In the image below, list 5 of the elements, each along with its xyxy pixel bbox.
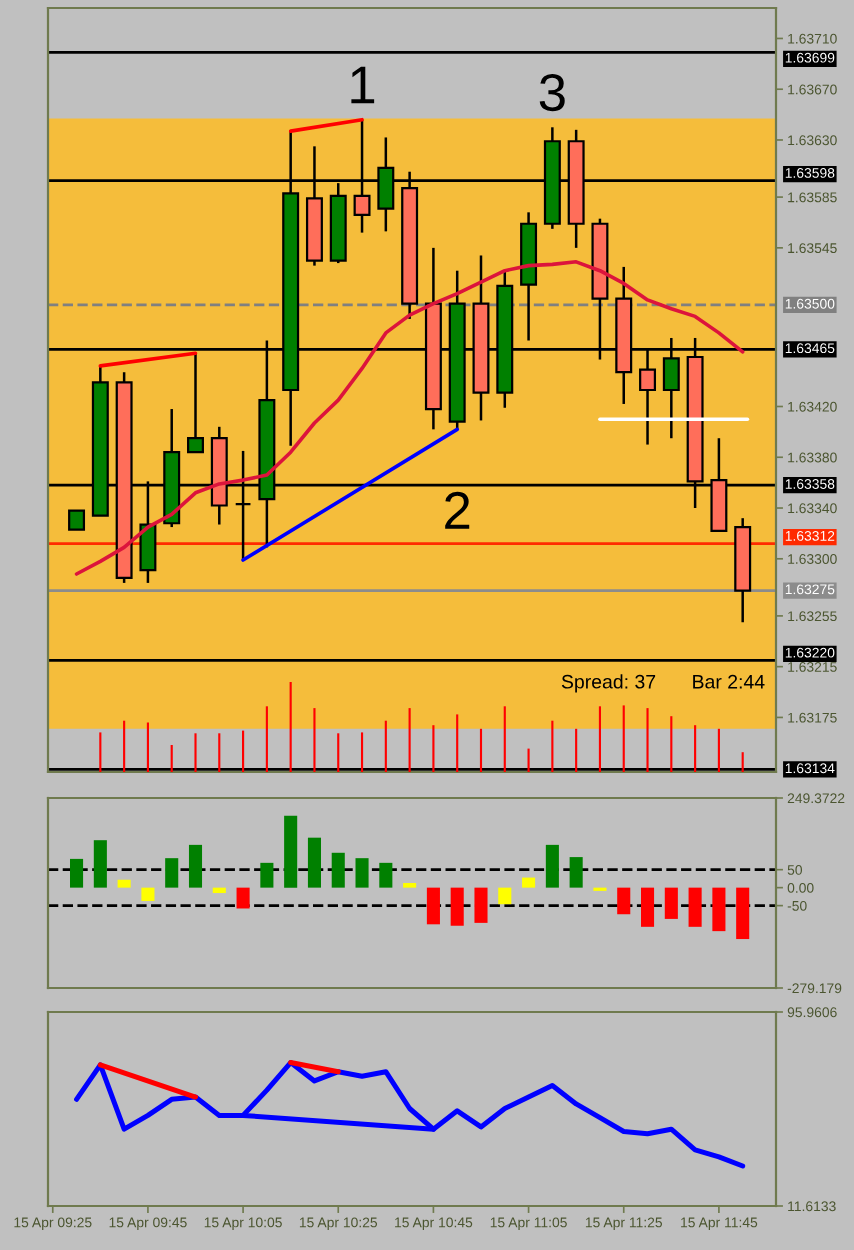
annotation: 3 [539, 73, 565, 112]
annotation: Spread: 37 [561, 674, 656, 693]
annotation: 1 [351, 66, 375, 104]
annotation: 2 [445, 491, 470, 529]
annotation: Bar 2:44 [693, 674, 765, 689]
